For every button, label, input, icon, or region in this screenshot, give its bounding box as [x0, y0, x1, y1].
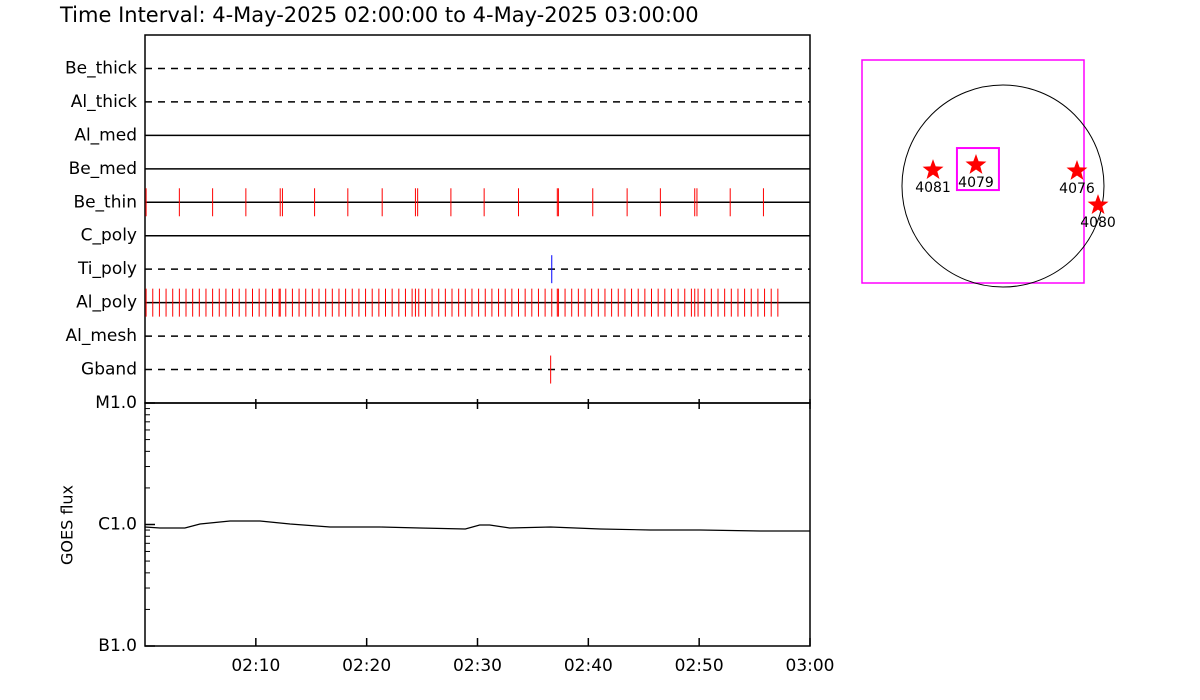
goes-curve — [144, 520, 810, 532]
x-tick-label: 02:50 — [675, 656, 724, 676]
region-label: 4079 — [958, 175, 994, 191]
filter-label: Be_thin — [73, 192, 137, 212]
filter-label: Al_mesh — [65, 326, 137, 346]
filter-label: Al_poly — [76, 293, 137, 313]
fov-box — [955, 147, 1000, 192]
x-tick-label: 02:30 — [453, 656, 502, 676]
active-region — [965, 154, 987, 174]
filter-label: C_poly — [81, 226, 137, 246]
filter-label: Be_thick — [65, 58, 137, 78]
active-region — [1087, 194, 1109, 214]
title: Time Interval: 4-May-2025 02:00:00 to 4-… — [59, 3, 699, 27]
y-axis-label: GOES flux — [58, 485, 77, 565]
y-tick-label: M1.0 — [95, 393, 137, 413]
filter-label: Al_med — [74, 125, 137, 145]
active-region — [1066, 160, 1088, 180]
region-label: 4080 — [1080, 215, 1116, 231]
x-tick-label: 03:00 — [786, 656, 835, 676]
filter-label: Ti_poly — [77, 259, 137, 279]
y-tick-label: B1.0 — [98, 636, 137, 656]
x-tick-label: 02:10 — [231, 656, 280, 676]
x-tick-label: 02:20 — [342, 656, 391, 676]
map-frame — [861, 59, 1085, 284]
region-label: 4076 — [1059, 181, 1095, 197]
region-label: 4081 — [915, 180, 951, 196]
filter-label: Al_thick — [71, 92, 137, 112]
filter-label: Be_med — [69, 159, 137, 179]
y-tick-label: C1.0 — [98, 515, 137, 535]
filter-label: Gband — [81, 360, 137, 380]
x-tick-label: 02:40 — [564, 656, 613, 676]
active-region — [922, 159, 944, 179]
solar-limb — [901, 84, 1105, 288]
